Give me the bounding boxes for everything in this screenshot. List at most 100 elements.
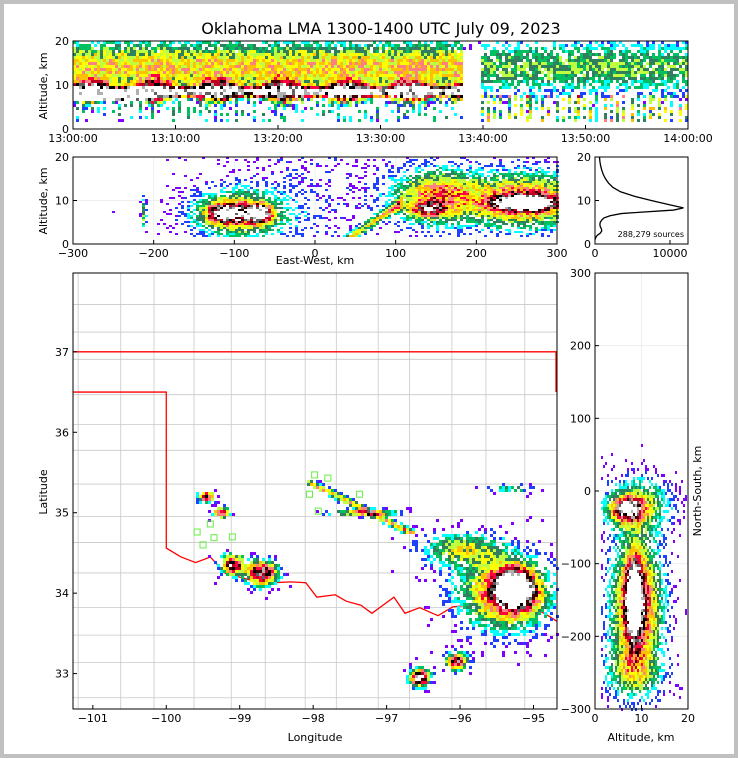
density-cell <box>103 77 106 80</box>
density-cell <box>166 74 169 77</box>
density-cell <box>388 177 391 179</box>
density-cell <box>253 193 256 195</box>
density-cell <box>541 62 544 65</box>
density-cell <box>286 104 289 107</box>
density-cell <box>445 41 448 44</box>
density-cell <box>91 62 94 65</box>
density-cell <box>109 56 112 59</box>
density-cell <box>244 223 247 225</box>
density-cell <box>364 229 367 231</box>
density-cell <box>118 47 121 50</box>
density-cell <box>244 95 247 98</box>
density-cell <box>484 80 487 83</box>
density-cell <box>250 199 253 201</box>
density-cell <box>265 217 268 219</box>
density-cell <box>214 116 217 119</box>
density-cell <box>280 207 283 209</box>
density-cell <box>541 56 544 59</box>
density-cell <box>544 74 547 77</box>
density-cell <box>286 80 289 83</box>
density-cell <box>343 41 346 44</box>
density-cell <box>145 71 148 74</box>
density-cell <box>544 95 547 98</box>
density-cell <box>145 50 148 53</box>
density-cell <box>115 71 118 74</box>
density-cell <box>232 233 235 235</box>
density-cell <box>205 62 208 65</box>
density-cell <box>268 159 271 161</box>
density-cell <box>643 107 646 110</box>
density-cell <box>508 104 511 107</box>
density-cell <box>439 50 442 53</box>
density-cell <box>256 56 259 59</box>
density-cell <box>112 74 115 77</box>
density-cell <box>241 68 244 71</box>
density-cell <box>400 80 403 83</box>
density-cell <box>511 62 514 65</box>
density-cell <box>310 83 313 86</box>
density-cell <box>598 68 601 71</box>
density-cell <box>658 104 661 107</box>
density-cell <box>238 50 241 53</box>
density-cell <box>214 197 217 199</box>
density-cell <box>205 215 208 217</box>
density-cell <box>235 225 238 227</box>
density-cell <box>151 110 154 113</box>
density-cell <box>145 47 148 50</box>
density-cell <box>178 68 181 71</box>
density-cell <box>604 83 607 86</box>
density-cell <box>145 65 148 68</box>
density-cell <box>526 98 529 101</box>
density-cell <box>352 65 355 68</box>
density-cell <box>265 191 268 193</box>
density-cell <box>94 89 97 92</box>
density-cell <box>238 223 241 225</box>
density-cell <box>301 189 304 191</box>
density-cell <box>310 53 313 56</box>
density-cell <box>319 95 322 98</box>
density-cell <box>190 86 193 89</box>
density-cell <box>394 98 397 101</box>
density-cell <box>367 95 370 98</box>
density-cell <box>199 68 202 71</box>
density-cell <box>304 41 307 44</box>
density-cell <box>340 56 343 59</box>
density-cell <box>283 56 286 59</box>
density-cell <box>139 44 142 47</box>
density-cell <box>343 80 346 83</box>
density-cell <box>376 92 379 95</box>
density-cell <box>262 71 265 74</box>
density-cell <box>295 217 298 219</box>
density-cell <box>451 95 454 98</box>
density-cell <box>76 50 79 53</box>
density-cell <box>535 68 538 71</box>
density-cell <box>361 177 364 179</box>
density-cell <box>520 113 523 116</box>
density-cell <box>82 104 85 107</box>
density-cell <box>397 95 400 98</box>
density-cell <box>268 201 271 203</box>
density-cell <box>433 68 436 71</box>
density-cell <box>148 83 151 86</box>
density-cell <box>622 62 625 65</box>
density-cell <box>541 65 544 68</box>
density-cell <box>250 203 253 205</box>
density-cell <box>106 74 109 77</box>
density-cell <box>391 209 394 211</box>
density-cell <box>346 74 349 77</box>
density-cell <box>268 59 271 62</box>
density-cell <box>412 107 415 110</box>
density-cell <box>397 116 400 119</box>
density-cell <box>88 98 91 101</box>
density-cell <box>145 68 148 71</box>
density-cell <box>514 104 517 107</box>
density-cell <box>145 209 148 211</box>
density-cell <box>223 217 226 219</box>
density-cell <box>208 62 211 65</box>
density-cell <box>286 41 289 44</box>
density-cell <box>406 116 409 119</box>
density-cell <box>199 225 202 227</box>
density-cell <box>190 62 193 65</box>
density-cell <box>238 213 241 215</box>
density-cell <box>631 113 634 116</box>
